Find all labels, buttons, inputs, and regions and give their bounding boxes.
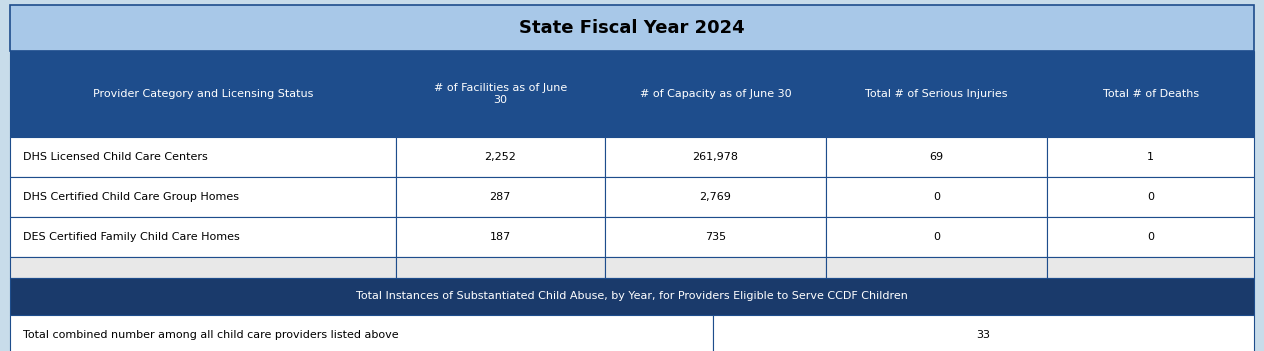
Text: DHS Certified Child Care Group Homes: DHS Certified Child Care Group Homes bbox=[23, 192, 239, 203]
Text: 735: 735 bbox=[705, 232, 726, 243]
Bar bbox=[827, 257, 1048, 278]
Text: 261,978: 261,978 bbox=[693, 152, 738, 163]
Text: State Fiscal Year 2024: State Fiscal Year 2024 bbox=[520, 19, 744, 37]
Bar bbox=[1048, 51, 1254, 137]
Text: Total combined number among all child care providers listed above: Total combined number among all child ca… bbox=[23, 330, 398, 339]
Bar bbox=[1048, 217, 1254, 257]
Bar bbox=[827, 137, 1048, 177]
Bar bbox=[604, 137, 827, 177]
Text: # of Facilities as of June
30: # of Facilities as of June 30 bbox=[434, 83, 566, 105]
Text: 69: 69 bbox=[929, 152, 944, 163]
Text: Total # of Serious Injuries: Total # of Serious Injuries bbox=[866, 89, 1007, 99]
Bar bbox=[827, 217, 1048, 257]
Bar bbox=[396, 257, 604, 278]
Text: # of Capacity as of June 30: # of Capacity as of June 30 bbox=[640, 89, 791, 99]
Bar bbox=[10, 315, 713, 351]
Bar bbox=[1048, 137, 1254, 177]
Bar bbox=[396, 51, 604, 137]
Text: 287: 287 bbox=[489, 192, 511, 203]
Bar bbox=[10, 257, 396, 278]
Bar bbox=[10, 217, 396, 257]
Bar bbox=[604, 177, 827, 217]
Bar bbox=[604, 257, 827, 278]
Bar bbox=[827, 177, 1048, 217]
Text: 1: 1 bbox=[1148, 152, 1154, 163]
Text: 0: 0 bbox=[933, 232, 940, 243]
Bar bbox=[604, 51, 827, 137]
Text: 0: 0 bbox=[933, 192, 940, 203]
Text: 0: 0 bbox=[1148, 232, 1154, 243]
Bar bbox=[10, 5, 1254, 51]
Text: Total # of Deaths: Total # of Deaths bbox=[1102, 89, 1198, 99]
Bar bbox=[1048, 177, 1254, 217]
Bar bbox=[10, 137, 396, 177]
Bar bbox=[827, 51, 1048, 137]
Text: 0: 0 bbox=[1148, 192, 1154, 203]
Bar bbox=[10, 51, 396, 137]
Text: 33: 33 bbox=[976, 330, 991, 339]
Bar bbox=[10, 177, 396, 217]
Bar bbox=[713, 315, 1254, 351]
Bar bbox=[396, 177, 604, 217]
Text: Provider Category and Licensing Status: Provider Category and Licensing Status bbox=[92, 89, 313, 99]
Text: DES Certified Family Child Care Homes: DES Certified Family Child Care Homes bbox=[23, 232, 239, 243]
Bar bbox=[604, 217, 827, 257]
Bar bbox=[396, 217, 604, 257]
Text: 2,769: 2,769 bbox=[699, 192, 732, 203]
Text: 2,252: 2,252 bbox=[484, 152, 516, 163]
Bar bbox=[1048, 257, 1254, 278]
Text: DHS Licensed Child Care Centers: DHS Licensed Child Care Centers bbox=[23, 152, 207, 163]
Bar bbox=[10, 278, 1254, 315]
Text: 187: 187 bbox=[489, 232, 511, 243]
Text: Total Instances of Substantiated Child Abuse, by Year, for Providers Eligible to: Total Instances of Substantiated Child A… bbox=[356, 291, 908, 302]
Bar bbox=[396, 137, 604, 177]
